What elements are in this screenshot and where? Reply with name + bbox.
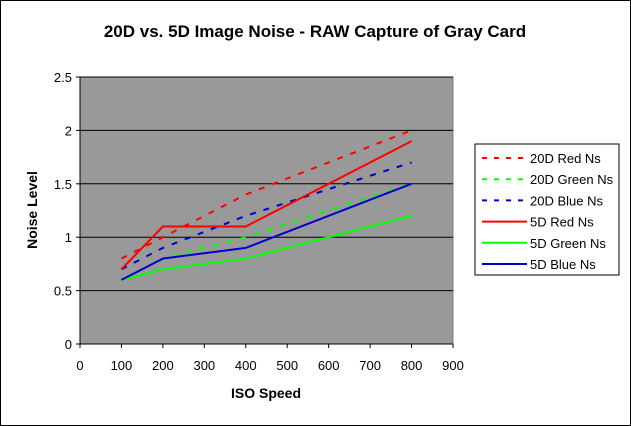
legend: 20D Red Ns 20D Green Ns 20D Blue Ns 5D Red … [474,143,620,276]
series-line-20d-red-ns [120,129,412,260]
plot-area [79,76,454,345]
x-tick-label: 600 [318,358,340,373]
legend-label: 20D Blue Ns [530,193,603,208]
series-line-5d-red-ns [120,140,413,270]
legend-label: 5D Blue Ns [530,257,596,272]
y-tick-label: 1 [65,230,72,245]
x-tick-label: 800 [401,358,423,373]
x-tick-label: 700 [359,358,381,373]
x-tick-label: 400 [235,358,257,373]
x-axis-title: ISO Speed [231,385,301,401]
series-line-5d-blue-ns [120,182,412,281]
y-tick-label: 0 [65,337,72,352]
legend-label: 5D Green Ns [530,236,606,251]
y-tick-label: 2 [65,123,72,138]
y-tick-label: 1.5 [54,177,72,192]
legend-label: 5D Red Ns [530,215,594,230]
legend-label: 20D Green Ns [530,172,614,187]
x-tick-label: 500 [276,358,298,373]
x-tick-label: 100 [111,358,133,373]
x-tick-label: 0 [76,358,83,373]
legend-box [474,143,620,276]
y-tick-label: 0.5 [54,284,72,299]
legend-label: 20D Red Ns [530,151,601,166]
x-tick-label: 200 [152,358,174,373]
y-axis-title: Noise Level [24,171,40,249]
y-tick-label: 2.5 [54,70,72,85]
x-tick-label: 300 [193,358,215,373]
series-line-20d-green-ns [120,182,412,281]
chart-title: 20D vs. 5D Image Noise - RAW Capture of … [104,22,526,41]
x-tick-label: 900 [442,358,464,373]
series-line-5d-green-ns [121,214,412,281]
